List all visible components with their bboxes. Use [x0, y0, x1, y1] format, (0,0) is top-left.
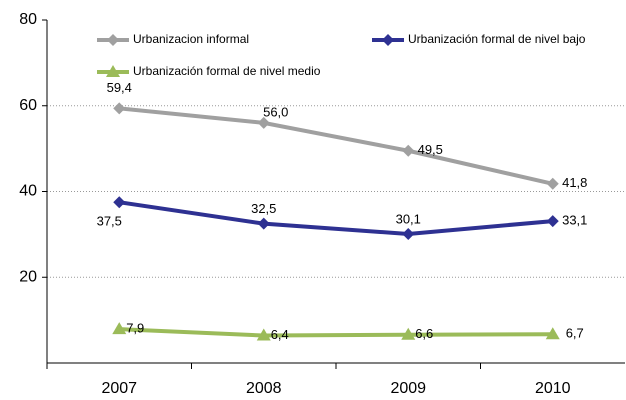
data-point [401, 327, 416, 340]
data-label: 6,4 [271, 327, 289, 342]
legend-text: Urbanización formal de nivel bajo [408, 32, 586, 46]
legend-marker [382, 34, 394, 46]
data-label: 56,0 [263, 104, 288, 119]
series-line [118, 200, 553, 236]
data-point [545, 327, 560, 340]
data-label: 6,6 [415, 326, 433, 341]
data-point [546, 177, 559, 190]
data-point [257, 116, 270, 129]
data-point [256, 328, 271, 341]
x-tick-label: 2008 [246, 380, 282, 397]
y-tick-label: 60 [19, 97, 37, 114]
data-point [257, 217, 270, 230]
data-label: 41,8 [562, 175, 587, 190]
data-label: 30,1 [396, 211, 421, 226]
data-label: 7,9 [126, 321, 144, 336]
legend-marker [107, 34, 119, 46]
data-label: 37,5 [97, 214, 122, 229]
legend-text: Urbanizacion informal [133, 32, 249, 46]
data-point [113, 102, 126, 115]
series-line [119, 106, 554, 186]
data-point [546, 215, 559, 228]
data-label: 59,4 [107, 80, 132, 95]
y-tick-label: 40 [19, 183, 37, 200]
legend-text: Urbanización formal de nivel medio [133, 64, 321, 78]
data-point [402, 144, 415, 157]
x-tick-label: 2009 [390, 380, 426, 397]
data-label: 6,7 [566, 326, 584, 341]
data-point [112, 322, 127, 335]
series-line [119, 327, 553, 338]
data-point [402, 227, 415, 240]
x-tick-label: 2007 [101, 380, 137, 397]
data-label: 33,1 [562, 213, 587, 228]
data-label: 32,5 [251, 201, 276, 216]
data-point [113, 196, 126, 209]
x-tick-label: 2010 [535, 380, 571, 397]
y-tick-label: 20 [19, 268, 37, 285]
legend-marker [106, 65, 120, 77]
y-tick-label: 80 [19, 11, 37, 28]
data-label: 49,5 [418, 142, 443, 157]
